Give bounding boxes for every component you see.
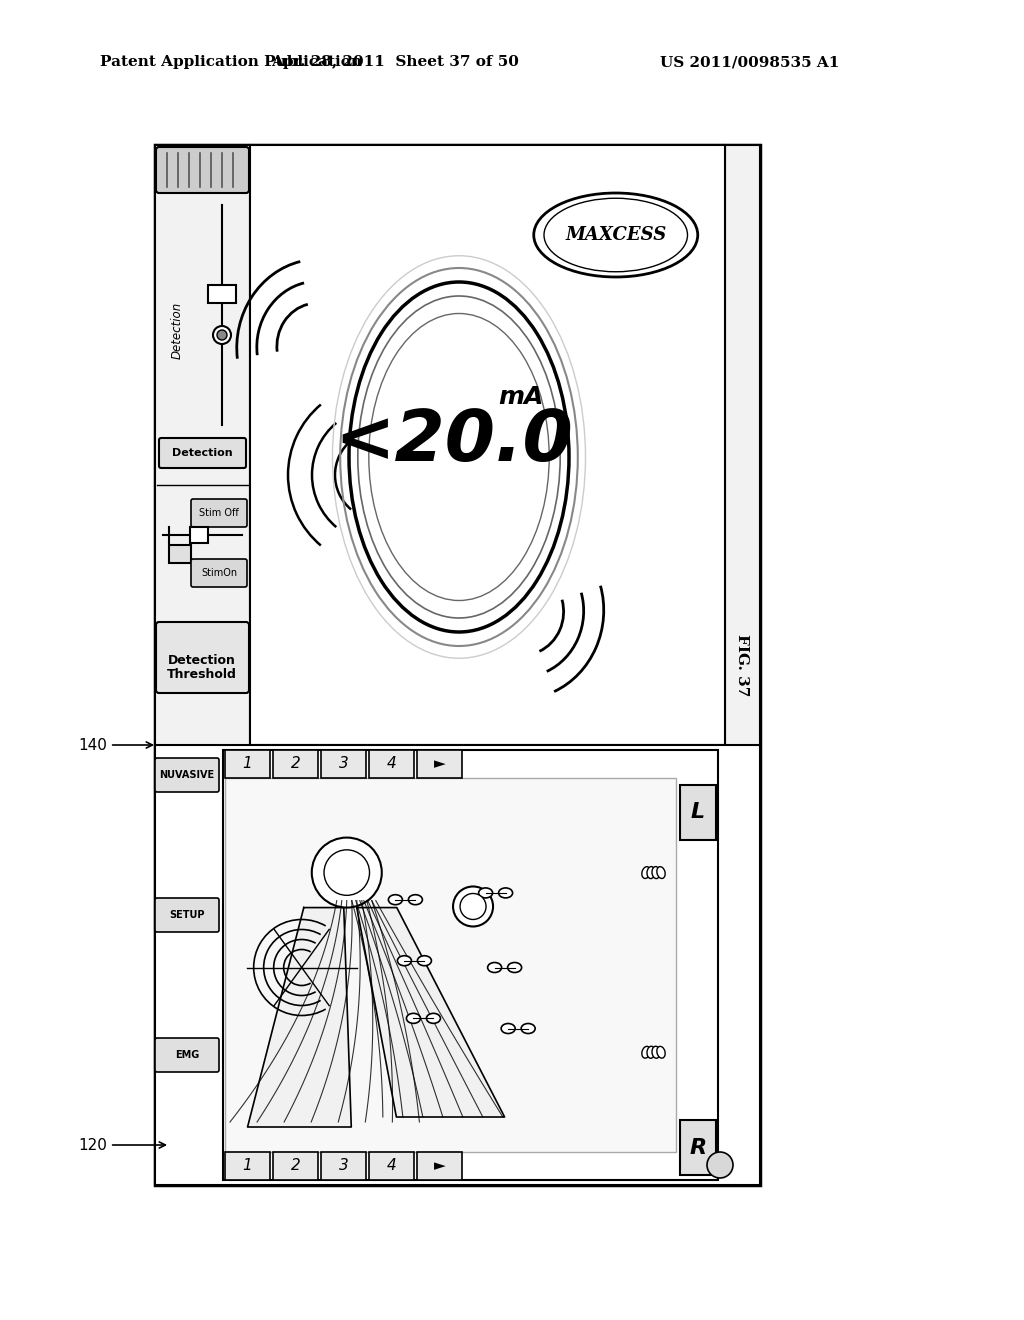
Text: SETUP: SETUP [169, 909, 205, 920]
Bar [321, 750, 366, 777]
Bar [225, 777, 676, 1152]
Bar [155, 145, 760, 1185]
Ellipse shape [544, 198, 687, 272]
Text: <20.0: <20.0 [335, 408, 573, 477]
Bar [225, 750, 270, 777]
Ellipse shape [652, 1047, 660, 1059]
Polygon shape [356, 908, 505, 1117]
FancyBboxPatch shape [155, 758, 219, 792]
Bar [321, 1152, 366, 1180]
Text: MAXCESS: MAXCESS [565, 226, 667, 244]
Text: ►: ► [433, 1159, 445, 1173]
Bar [725, 145, 760, 1185]
Bar [155, 145, 250, 1185]
Bar [190, 527, 208, 543]
Polygon shape [248, 908, 351, 1127]
Ellipse shape [478, 888, 493, 898]
Text: Apr. 28, 2011  Sheet 37 of 50: Apr. 28, 2011 Sheet 37 of 50 [271, 55, 519, 69]
Circle shape [460, 894, 486, 920]
Text: Detection: Detection [168, 653, 236, 667]
Circle shape [453, 887, 493, 927]
FancyBboxPatch shape [191, 499, 247, 527]
Text: 3: 3 [339, 756, 348, 771]
Ellipse shape [656, 1047, 666, 1059]
Text: 1: 1 [243, 756, 252, 771]
Ellipse shape [418, 956, 431, 966]
Ellipse shape [501, 1023, 515, 1034]
FancyBboxPatch shape [191, 558, 247, 587]
Text: 140: 140 [78, 738, 153, 752]
Text: 120: 120 [78, 1138, 165, 1152]
Text: mA: mA [499, 385, 544, 409]
Ellipse shape [642, 867, 650, 879]
Text: Detection: Detection [171, 301, 183, 359]
Ellipse shape [534, 193, 697, 277]
Ellipse shape [407, 1014, 421, 1023]
Text: 2: 2 [291, 756, 300, 771]
Ellipse shape [397, 956, 412, 966]
Ellipse shape [647, 867, 655, 879]
Text: 4: 4 [387, 1159, 396, 1173]
Text: 3: 3 [339, 1159, 348, 1173]
Bar [417, 750, 462, 777]
Bar [369, 1152, 414, 1180]
Ellipse shape [426, 1014, 440, 1023]
Ellipse shape [354, 290, 563, 623]
Bar [273, 750, 318, 777]
FancyBboxPatch shape [156, 147, 249, 193]
Circle shape [707, 1152, 733, 1177]
Text: R: R [689, 1138, 707, 1158]
Bar [680, 785, 716, 840]
Ellipse shape [388, 895, 402, 904]
Text: 2: 2 [291, 1159, 300, 1173]
Bar [155, 744, 760, 1185]
Ellipse shape [521, 1023, 536, 1034]
FancyBboxPatch shape [155, 898, 219, 932]
Text: 4: 4 [387, 756, 396, 771]
FancyBboxPatch shape [159, 438, 246, 469]
FancyBboxPatch shape [155, 1038, 219, 1072]
Bar [417, 1152, 462, 1180]
Text: StimOn: StimOn [201, 568, 238, 578]
Text: Stim Off: Stim Off [199, 508, 239, 517]
Text: Threshold: Threshold [167, 668, 237, 681]
Bar [250, 145, 725, 744]
Bar [680, 1119, 716, 1175]
Text: ►: ► [433, 756, 445, 771]
Bar [273, 1152, 318, 1180]
Ellipse shape [409, 895, 423, 904]
Bar [169, 545, 191, 564]
Ellipse shape [508, 962, 521, 973]
Circle shape [213, 326, 231, 345]
Text: Patent Application Publication: Patent Application Publication [100, 55, 362, 69]
Bar [223, 750, 718, 1180]
Text: US 2011/0098535 A1: US 2011/0098535 A1 [660, 55, 840, 69]
Text: L: L [691, 803, 706, 822]
Ellipse shape [499, 888, 513, 898]
Circle shape [311, 838, 382, 908]
FancyBboxPatch shape [156, 622, 249, 693]
Ellipse shape [642, 1047, 650, 1059]
Text: 1: 1 [243, 1159, 252, 1173]
Ellipse shape [656, 867, 666, 879]
Ellipse shape [487, 962, 502, 973]
Ellipse shape [652, 867, 660, 879]
Text: FIG. 37: FIG. 37 [735, 634, 749, 696]
Bar [225, 1152, 270, 1180]
Circle shape [324, 850, 370, 895]
Text: EMG: EMG [175, 1049, 199, 1060]
Bar [369, 750, 414, 777]
Text: NUVASIVE: NUVASIVE [160, 770, 215, 780]
Circle shape [217, 330, 227, 341]
Bar [208, 285, 236, 304]
Text: Detection: Detection [172, 447, 232, 458]
Ellipse shape [647, 1047, 655, 1059]
